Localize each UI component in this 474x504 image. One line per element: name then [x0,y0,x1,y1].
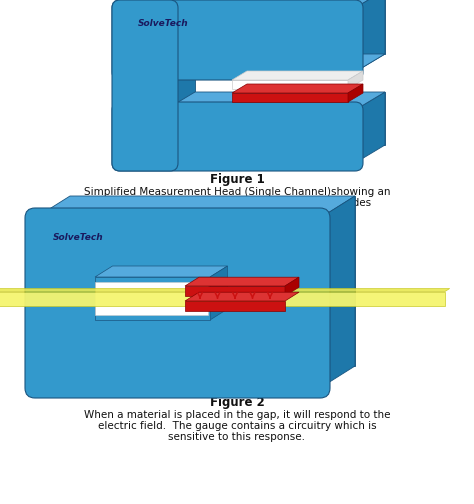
FancyBboxPatch shape [25,208,330,398]
Text: SolveTech: SolveTech [138,19,189,28]
Text: When a material is placed in the gap, it will respond to the: When a material is placed in the gap, it… [84,410,390,420]
Text: Figure 2: Figure 2 [210,396,264,409]
Polygon shape [120,0,385,8]
Polygon shape [0,288,450,291]
FancyBboxPatch shape [112,102,363,171]
Text: SolveTech: SolveTech [53,233,104,242]
Polygon shape [320,196,355,388]
Polygon shape [348,84,363,102]
Polygon shape [150,0,385,54]
Text: electric field.  The gauge contains a circuitry which is: electric field. The gauge contains a cir… [98,421,376,431]
Polygon shape [210,266,228,320]
Polygon shape [150,92,385,145]
Polygon shape [348,71,363,89]
Polygon shape [120,0,195,8]
Polygon shape [70,196,355,366]
Text: sensitive to this response.: sensitive to this response. [168,432,306,442]
Polygon shape [0,291,445,305]
Polygon shape [232,93,348,102]
Polygon shape [165,92,385,110]
Polygon shape [355,92,385,163]
Polygon shape [355,0,385,72]
Polygon shape [95,277,210,320]
Polygon shape [185,292,299,301]
Polygon shape [232,71,363,80]
Polygon shape [150,0,195,145]
Text: Figure 1: Figure 1 [210,173,264,186]
Polygon shape [232,80,348,89]
Polygon shape [185,301,285,311]
Polygon shape [35,196,355,218]
FancyBboxPatch shape [112,0,363,80]
Polygon shape [232,84,363,93]
Text: electric field between two measurement electrodes: electric field between two measurement e… [102,198,372,208]
Polygon shape [185,277,299,286]
Polygon shape [185,286,285,296]
FancyBboxPatch shape [112,0,178,171]
Polygon shape [285,277,299,296]
Polygon shape [95,266,228,277]
Polygon shape [95,282,208,315]
Text: Simplified Measurement Head (Single Channel)showing an: Simplified Measurement Head (Single Chan… [84,187,390,197]
Polygon shape [165,54,385,72]
